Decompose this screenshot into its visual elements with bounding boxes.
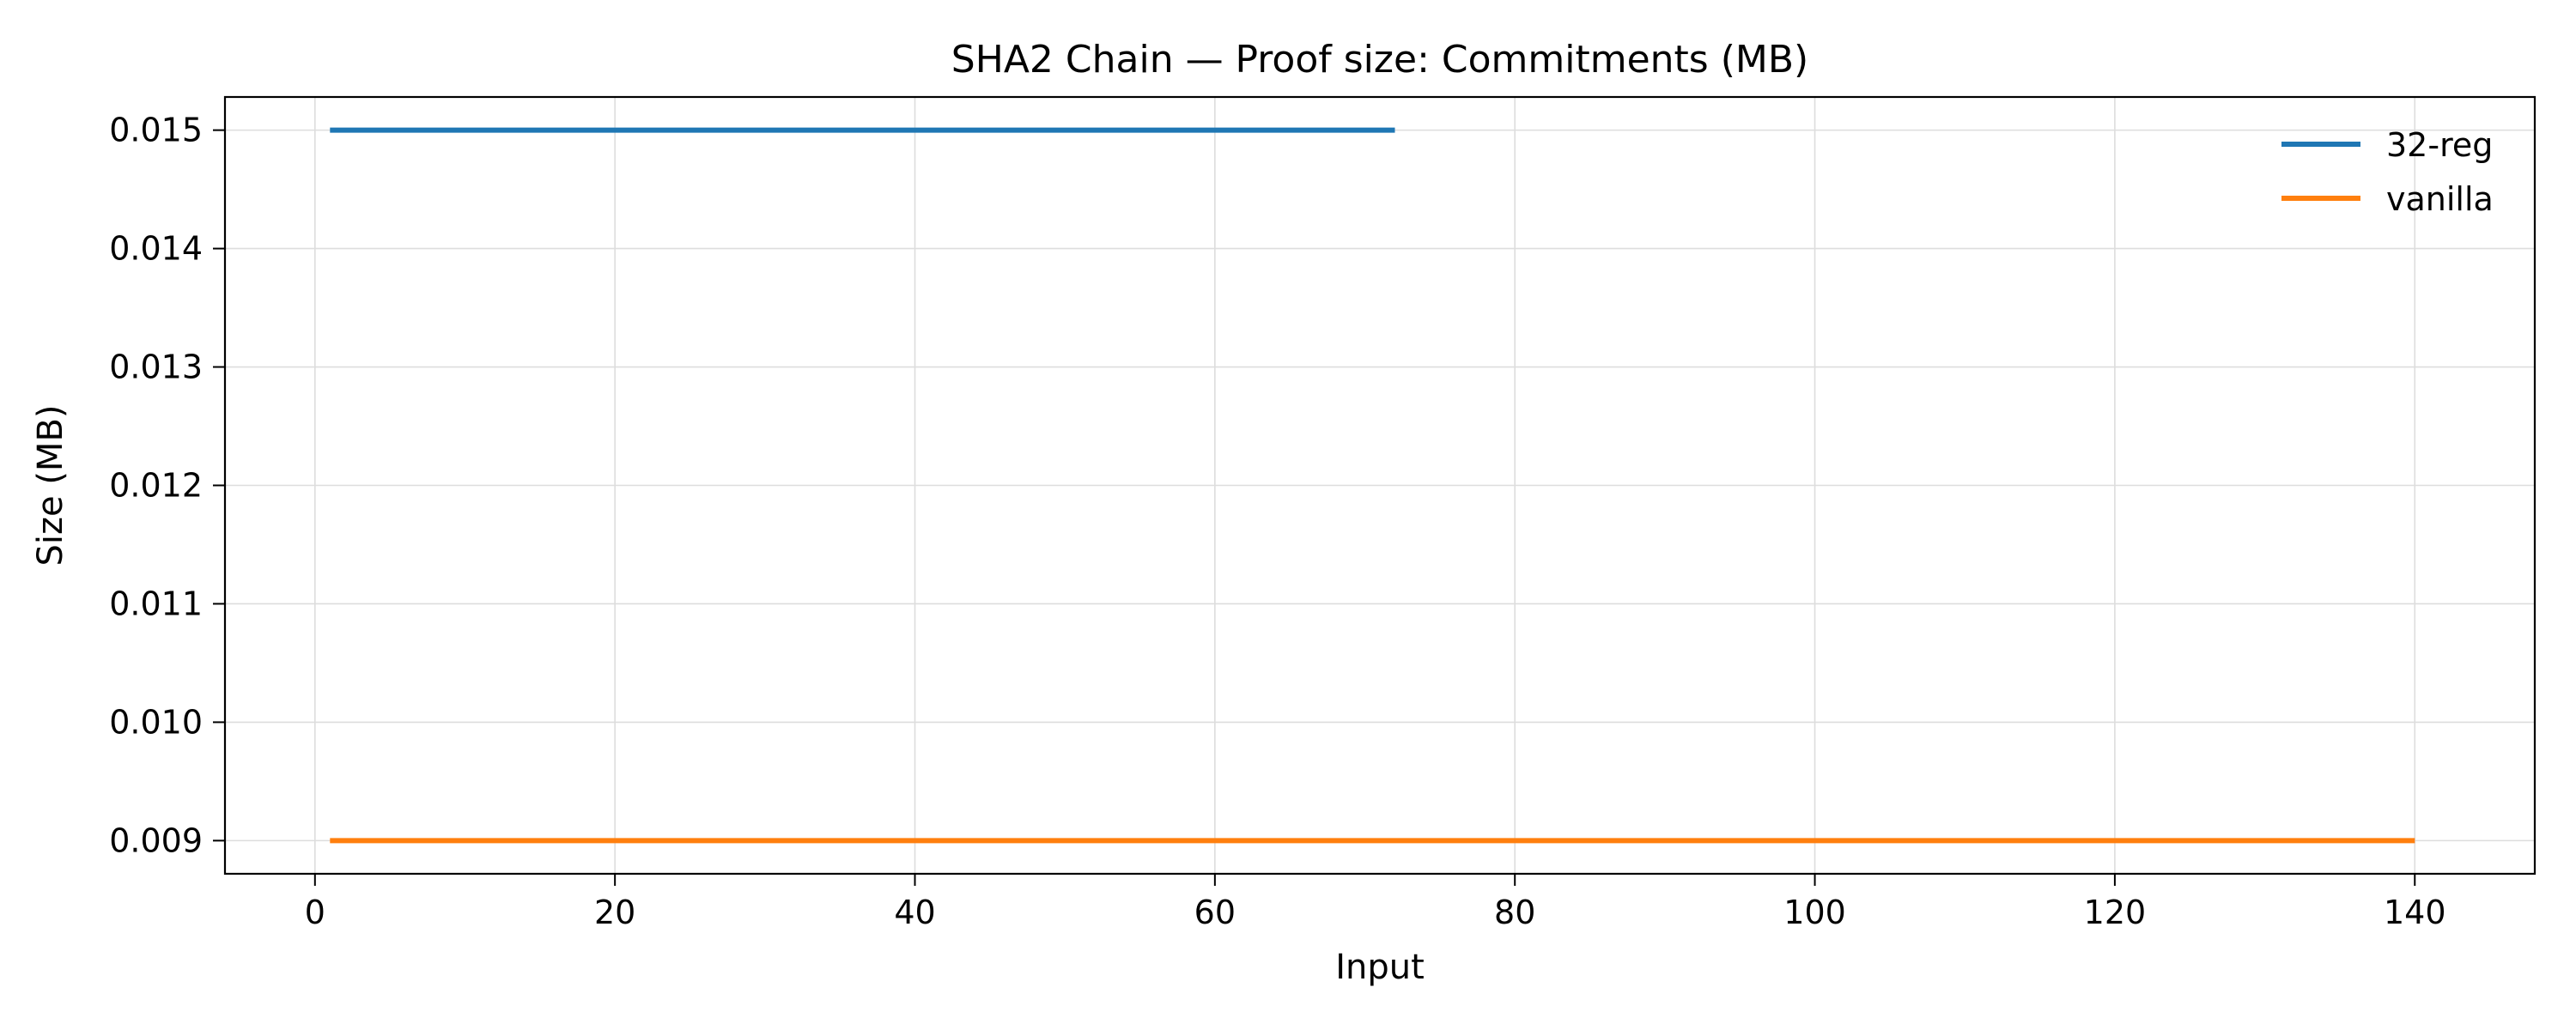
x-tick-label: 60: [1194, 894, 1236, 931]
tick-layer: 0 20 40 60 80 100 120 140 0.009 0.010 0.011 0.012 0.…: [109, 112, 2445, 931]
y-tick-label: 0.014: [109, 230, 203, 268]
x-tick-label: 40: [894, 894, 935, 931]
y-tick-label: 0.013: [109, 348, 203, 386]
y-tick-label: 0.011: [109, 585, 203, 622]
y-axis-label: Size (MB): [31, 405, 70, 566]
y-tick-label: 0.015: [109, 112, 203, 149]
x-tick-label: 80: [1494, 894, 1535, 931]
y-tick-label: 0.009: [109, 821, 203, 859]
y-tick-label: 0.010: [109, 703, 203, 741]
legend: 32-reg vanilla: [2281, 126, 2494, 218]
x-tick-label: 100: [1783, 894, 1846, 931]
legend-label: vanilla: [2386, 180, 2494, 218]
chart-title: SHA2 Chain — Proof size: Commitments (MB…: [951, 38, 1808, 82]
legend-label: 32-reg: [2386, 126, 2493, 164]
grid-layer: [225, 97, 2535, 874]
x-tick-label: 140: [2384, 894, 2446, 931]
x-axis-label: Input: [1335, 948, 1425, 987]
series-layer: [330, 127, 2415, 844]
x-tick-label: 120: [2084, 894, 2147, 931]
x-tick-label: 0: [305, 894, 325, 931]
y-tick-label: 0.012: [109, 467, 203, 505]
x-tick-label: 20: [594, 894, 635, 931]
